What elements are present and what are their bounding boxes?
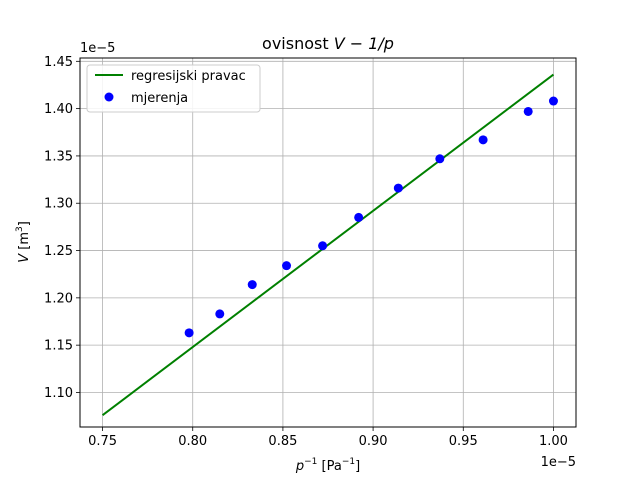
measurement-point [282,261,292,271]
y-axis-label-unit-exponent: 3 [15,226,25,232]
ticks: 0.75 0.80 0.85 0.90 0.95 1.00 1.10 1.15 1.20 1.25… [44,55,568,449]
chart-title-math: V − 1/p [334,34,394,53]
y-tick-label: 1.40 [44,102,73,117]
y-tick-label: 1.25 [44,244,73,259]
y-tick-label: 1.45 [44,55,73,70]
legend-label-regression: regresijski pravac [131,69,246,84]
x-tick-label: 0.90 [359,434,388,449]
x-offset-label: 1e−5 [541,455,576,470]
x-tick-label: 0.85 [268,434,297,449]
measurement-point [548,96,558,106]
x-tick-label: 0.75 [88,434,117,449]
legend: regresijski pravac mjerenja [86,64,261,113]
measurement-point [247,280,257,290]
y-tick-label: 1.35 [44,149,73,164]
y-axis-label: V [m3] [15,221,32,263]
measurement-point [435,154,445,164]
x-axis-label: p−1 [Pa−1] [295,457,360,474]
plot-frame [79,57,577,428]
x-axis-label-unit: [Pa [317,459,341,474]
measurement-point [184,328,194,338]
legend-label-measurements: mjerenja [131,91,188,106]
measurement-point [354,212,364,222]
y-tick-label: 1.15 [44,339,73,354]
legend-marker-swatch [104,92,114,102]
regression-line [101,73,555,416]
x-axis-label-unit-exponent: −1 [342,457,355,467]
measurement-point [393,183,403,193]
chart-title: ovisnost V − 1/p [262,34,394,53]
y-tick-label: 1.10 [44,386,73,401]
grid [80,58,576,427]
x-tick-label: 1.00 [539,434,568,449]
x-tick-label: 0.95 [449,434,478,449]
measurement-point [215,309,225,319]
chart-title-text: ovisnost [262,34,334,53]
x-tick-label: 0.80 [178,434,207,449]
data-layer [101,73,558,416]
y-axis-label-unit: [m [17,232,32,254]
x-axis-label-symbol: p [295,459,304,474]
y-offset-label: 1e−5 [80,41,115,56]
y-axis-label-symbol: V [17,253,32,263]
measurement-point [478,135,488,145]
y-axis-label-unit-end: ] [17,221,32,226]
y-tick-label: 1.30 [44,197,73,212]
legend-box [86,64,261,113]
measurement-point [523,106,533,116]
measurement-point [318,241,328,251]
x-axis-label-exponent: −1 [304,457,317,467]
y-tick-label: 1.20 [44,291,73,306]
x-axis-label-unit-end: ] [355,459,360,474]
